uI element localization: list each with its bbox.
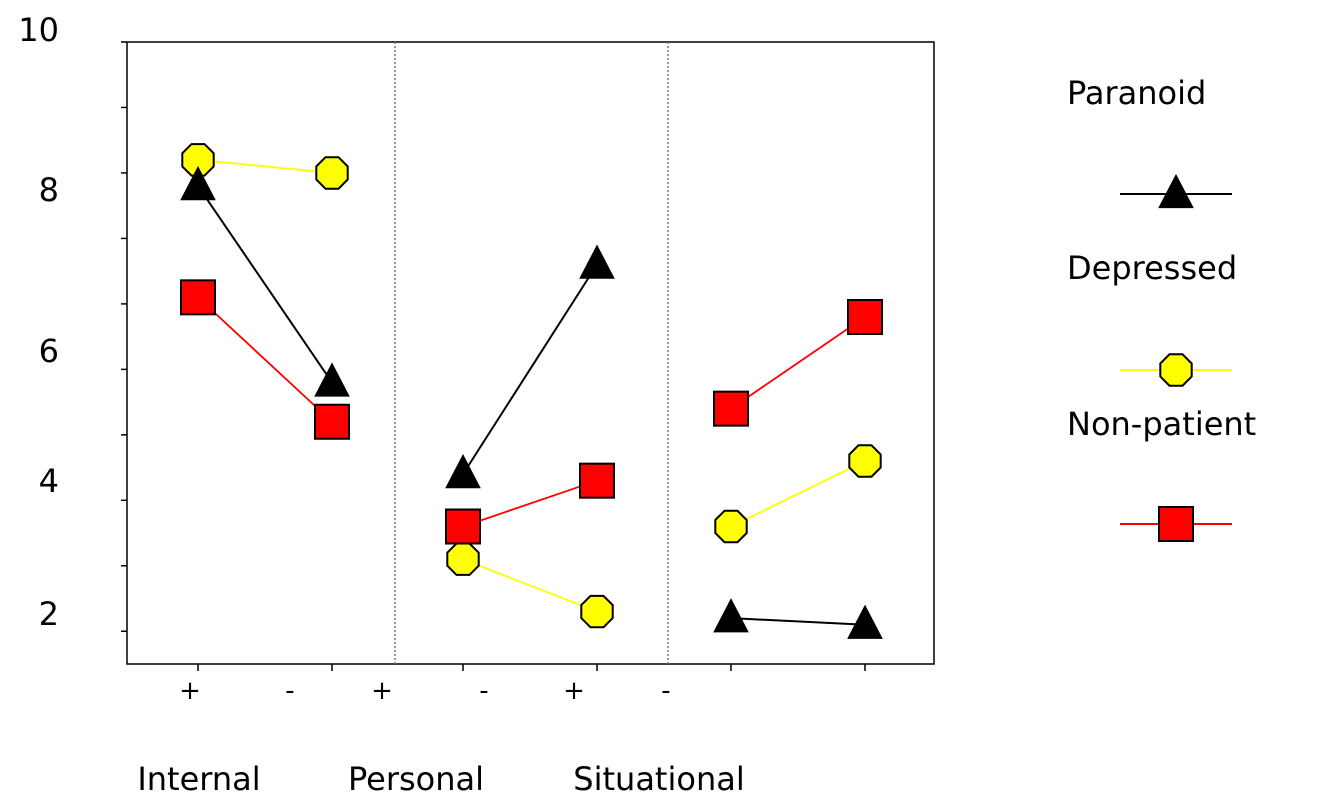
y-axis: 2 4 6 8 10 <box>18 11 127 633</box>
data-point <box>847 604 883 639</box>
data-point <box>180 279 216 316</box>
data-point <box>445 508 481 545</box>
data-point <box>446 542 480 576</box>
legend-label: Paranoid <box>1067 74 1206 112</box>
group-label: Situational <box>573 760 744 798</box>
plot-area <box>126 41 935 665</box>
data-point <box>180 165 216 201</box>
series-line <box>462 264 598 475</box>
y-tick-label: 2 <box>39 595 59 633</box>
data-point <box>847 298 883 335</box>
legend: Paranoid Depressed Non-patient <box>1067 74 1256 542</box>
data-point <box>315 156 349 190</box>
data-point <box>848 444 882 478</box>
data-point <box>714 509 748 544</box>
x-sign-label: + <box>563 676 585 706</box>
series-line <box>462 479 598 528</box>
data-point <box>314 362 350 397</box>
x-sign-label: + <box>179 676 201 706</box>
x-axis: + - + - + - <box>179 664 866 706</box>
x-sign-label: - <box>479 676 488 706</box>
series-markers-square <box>180 279 883 545</box>
group-label: Internal <box>137 760 260 798</box>
legend-label: Non-patient <box>1067 405 1256 443</box>
data-point <box>445 454 481 489</box>
series-line <box>730 316 866 410</box>
y-tick-label: 4 <box>39 462 59 500</box>
x-sign-label: - <box>661 676 670 706</box>
series-layer <box>180 143 883 639</box>
series-line <box>730 460 866 528</box>
series-triangle <box>197 185 866 626</box>
legend-marker <box>1158 173 1194 209</box>
data-point <box>713 598 749 633</box>
series-line <box>197 296 333 423</box>
data-point <box>713 390 749 427</box>
legend-marker <box>1159 353 1193 387</box>
series-line <box>462 558 598 613</box>
data-point <box>580 594 614 629</box>
group-labels: Internal Personal Situational <box>137 760 744 798</box>
series-markers-triangle <box>180 165 883 639</box>
y-tick-label: 10 <box>18 11 59 49</box>
legend-marker <box>1158 506 1194 542</box>
legend-label: Depressed <box>1067 249 1237 287</box>
data-point <box>579 244 615 279</box>
series-line <box>197 158 333 174</box>
series-line <box>197 185 333 384</box>
data-point <box>314 403 350 440</box>
data-point <box>579 462 615 499</box>
series-square <box>197 296 866 528</box>
series-line <box>730 617 866 626</box>
x-sign-label: + <box>371 676 393 706</box>
y-tick-label: 6 <box>39 332 59 370</box>
series-octagon <box>197 158 866 613</box>
group-label: Personal <box>348 760 484 798</box>
series-markers-octagon <box>181 143 882 629</box>
y-tick-label: 8 <box>39 171 59 209</box>
x-sign-label: - <box>285 676 294 706</box>
